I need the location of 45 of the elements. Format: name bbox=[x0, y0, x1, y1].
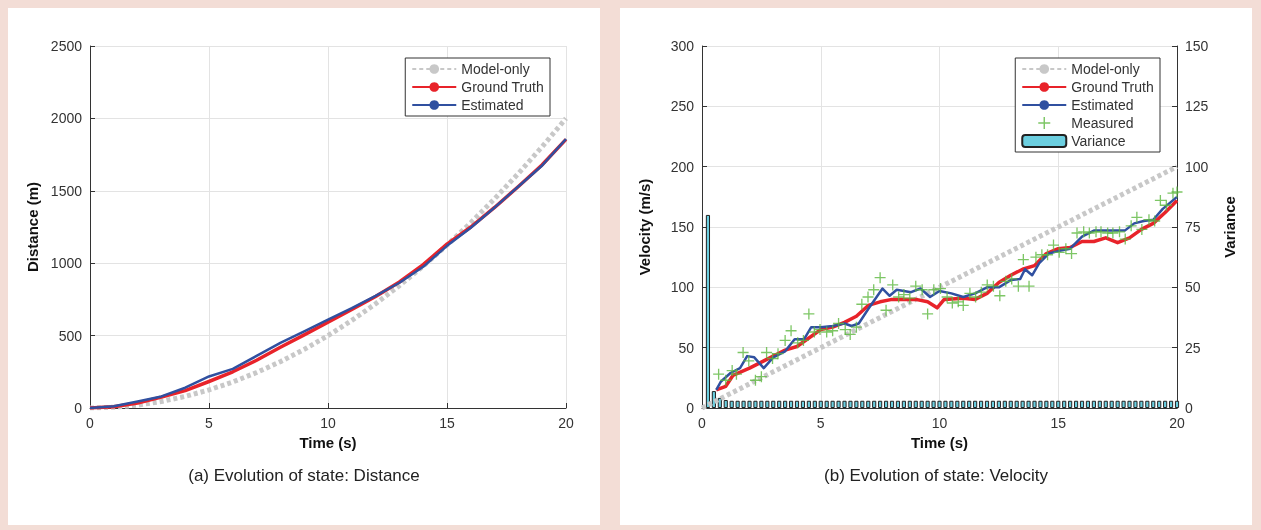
y-tick-label: 300 bbox=[670, 38, 695, 54]
y-tick-label: 250 bbox=[670, 98, 695, 115]
legend-label: Variance bbox=[1071, 133, 1126, 149]
y-tick-label: 0 bbox=[74, 400, 83, 416]
y-tick-label: 150 bbox=[670, 219, 695, 235]
y2-tick-label: 75 bbox=[1185, 219, 1201, 235]
y2-tick-label: 150 bbox=[1185, 38, 1209, 54]
x-tick-label: 15 bbox=[439, 415, 455, 431]
x-axis-title: Time (s) bbox=[910, 433, 969, 451]
y-tick-label: 2000 bbox=[50, 110, 83, 127]
y-tick-label: 200 bbox=[670, 158, 695, 175]
x-tick-label: 5 bbox=[816, 415, 825, 431]
x-tick-label: 0 bbox=[698, 415, 707, 431]
x-tick-label: 0 bbox=[86, 415, 95, 431]
legend-label: Measured bbox=[1071, 115, 1134, 131]
y2-tick-label: 0 bbox=[1185, 400, 1193, 416]
x-tick-label: 15 bbox=[1050, 415, 1067, 431]
y2-tick-label: 125 bbox=[1185, 98, 1209, 115]
y-axis-title: Velocity (m/s) bbox=[636, 178, 653, 276]
y-axis-title: Distance (m) bbox=[23, 181, 41, 273]
x-tick-label: 5 bbox=[205, 415, 214, 431]
y2-tick-label: 50 bbox=[1185, 279, 1201, 296]
x-tick-label: 20 bbox=[558, 415, 574, 431]
legend-label: Model-only bbox=[1071, 61, 1140, 77]
x-tick-label: 10 bbox=[931, 415, 948, 431]
y-tick-label: 100 bbox=[670, 279, 695, 296]
legend-label: Ground Truth bbox=[1071, 79, 1154, 95]
y-tick-label: 1500 bbox=[50, 182, 83, 199]
text: (b) Evolution of state: Velocity bbox=[824, 466, 1049, 485]
y-tick-label: 0 bbox=[686, 400, 695, 416]
y2-tick-label: 100 bbox=[1185, 158, 1209, 175]
x-tick-label: 20 bbox=[1169, 415, 1185, 431]
y-tick-label: 50 bbox=[678, 339, 695, 356]
legend-label: Estimated bbox=[1071, 97, 1134, 113]
y2-axis-title: Variance bbox=[1221, 196, 1238, 258]
x-axis-title: Time (s) bbox=[299, 433, 357, 451]
legend-label: Ground Truth bbox=[461, 79, 544, 95]
y-tick-label: 500 bbox=[58, 327, 83, 344]
y2-tick-label: 25 bbox=[1185, 339, 1201, 356]
text: (a) Evolution of state: Distance bbox=[188, 466, 420, 485]
legend-label: Estimated bbox=[461, 97, 524, 113]
y-tick-label: 2500 bbox=[50, 38, 83, 54]
x-tick-label: 10 bbox=[320, 415, 336, 431]
y-tick-label: 1000 bbox=[50, 255, 83, 272]
legend-label: Model-only bbox=[461, 61, 530, 77]
